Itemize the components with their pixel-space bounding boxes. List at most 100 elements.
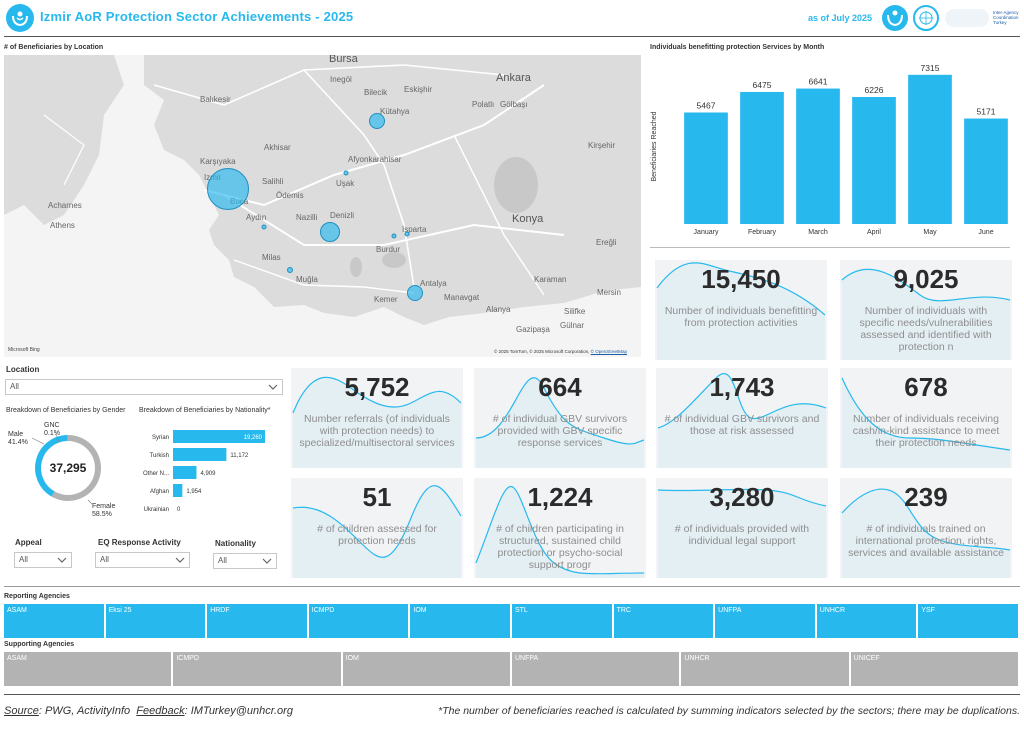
map-bubble-izmir[interactable] (207, 168, 249, 210)
agencies-divider (4, 586, 1020, 587)
map-bubble-isparta[interactable] (404, 231, 410, 237)
donut-slice[interactable] (51, 435, 101, 501)
map-bubble-mugla[interactable] (287, 267, 293, 273)
map-label-mersin: Mersin (597, 288, 622, 297)
map-label-silifke: Silifke (564, 307, 586, 316)
location-filter-label: Location (6, 365, 40, 374)
map-bubble-burdur[interactable] (391, 233, 397, 239)
map-label-konya: Konya (512, 213, 544, 225)
kpi-sparkline (841, 377, 1011, 468)
nationality-bar[interactable] (173, 466, 197, 479)
bar[interactable] (796, 88, 840, 224)
appeal-filter-label: Appeal (15, 538, 42, 547)
kpi-card: 5,752 Number referrals (of individuals wi… (291, 368, 463, 468)
bar[interactable] (908, 74, 952, 224)
beneficiaries-map[interactable]: Bursa Ankara Kütahya Eskişhir Afyonkarah… (4, 55, 641, 357)
map-label-mugla: Muğla (296, 275, 318, 284)
map-label-acharnes: Acharnes (48, 201, 82, 210)
location-filter-dropdown[interactable]: All (5, 379, 283, 395)
appeal-filter-value: All (19, 555, 28, 564)
eq-activity-filter-value: All (100, 555, 109, 564)
chevron-down-icon (175, 557, 185, 563)
map-bubble-kutahya[interactable] (369, 113, 385, 129)
donut-value-label: 0.1% (44, 430, 60, 437)
nationality-category-label: Afghan (150, 489, 169, 495)
nationality-bar-chart: Syrian 19,260 Turkish 11,172 Other N... 4,909… (143, 430, 265, 513)
kpi-label: Number referrals (of individuals with pr… (299, 413, 455, 449)
x-tick-label: January (694, 229, 719, 236)
bar[interactable] (852, 97, 896, 224)
map-label-aydin: Aydın (246, 213, 267, 222)
kpi-value: 1,743 (709, 372, 775, 402)
donut-total: 37,295 (50, 461, 87, 475)
map-bubble-antalya[interactable] (407, 285, 423, 301)
map-bubble-aydin[interactable] (261, 224, 267, 230)
map-label-odemis: Ödemis (276, 191, 304, 200)
eq-activity-filter-label: EQ Response Activity (98, 538, 181, 547)
donut-category-label: GNC (44, 422, 60, 429)
supporting-agency-item[interactable]: IOM (342, 652, 512, 686)
kpi-sparkline (657, 488, 827, 578)
bar[interactable] (740, 91, 784, 224)
bar[interactable] (684, 112, 728, 224)
header-divider (4, 36, 1020, 37)
reporting-agency-item[interactable]: UNHCR (816, 604, 919, 638)
x-tick-label: April (867, 229, 881, 236)
map-label-karsiyaka: Karşıyaka (200, 157, 236, 166)
kpi-sparkline (292, 485, 462, 578)
kpi-label: Number of individuals receiving cash/in-… (852, 413, 1000, 449)
reporting-agency-item[interactable]: UNFPA (715, 604, 817, 638)
donut-value-label: 41.4% (8, 439, 28, 446)
kpi-sparkline (841, 488, 1011, 578)
nationality-filter-value: All (218, 556, 227, 565)
kpi-card: 1,224 # of children participating in stru… (474, 478, 646, 578)
osm-link[interactable]: © OpenStreetMap (590, 349, 627, 354)
protection-logo-icon (6, 4, 34, 32)
map-bubble-afyon[interactable] (343, 170, 349, 176)
map-label-salihli: Salihli (262, 177, 284, 186)
reporting-agency-item[interactable]: STL (511, 604, 614, 638)
map-label-eskisehir: Eskişhir (404, 85, 433, 94)
supporting-agency-item[interactable]: ASAM (4, 652, 174, 686)
reporting-agency-item[interactable]: ICMPD (308, 604, 411, 638)
supporting-agency-item[interactable]: ICMPD (173, 652, 343, 686)
nationality-value-label: 11,172 (230, 453, 249, 459)
kpi-label: # of individuals trained on internationa… (848, 523, 1004, 559)
chevron-down-icon (268, 384, 278, 390)
nationality-filter-label: Nationality (215, 539, 256, 548)
map-label-gazipasa: Gazipaşa (516, 325, 550, 334)
reporting-agency-item[interactable]: HRDF (207, 604, 309, 638)
reporting-agency-item[interactable]: Eksi 25 (105, 604, 208, 638)
appeal-filter-dropdown[interactable]: All (14, 552, 72, 568)
nationality-bar[interactable] (173, 430, 265, 443)
supporting-agency-item[interactable]: UNHCR (681, 652, 851, 686)
bar[interactable] (964, 118, 1008, 224)
nationality-value-label: 19,260 (244, 435, 263, 441)
page-title: Izmir AoR Protection Sector Achievements… (40, 9, 354, 24)
nationality-bar[interactable] (173, 484, 183, 497)
map-label-bursa: Bursa (329, 55, 358, 65)
supporting-agency-item[interactable]: UNFPA (511, 652, 682, 686)
kpi-sparkline (841, 268, 1011, 360)
kpi-sparkline (475, 485, 645, 578)
chart-divider (650, 247, 1010, 248)
kpi-label: # of children participating in structure… (496, 523, 624, 571)
eq-activity-filter-dropdown[interactable]: All (95, 552, 190, 568)
nationality-value-label: 4,909 (200, 471, 216, 477)
reporting-agency-item[interactable]: IOM (410, 604, 512, 638)
nationality-filter-dropdown[interactable]: All (213, 553, 277, 569)
reporting-agency-item[interactable]: ASAM (4, 604, 106, 638)
map-label-athens: Athens (50, 221, 75, 230)
protection-logo-small-icon (882, 5, 908, 31)
map-label-kemer: Kemer (374, 295, 398, 304)
nationality-bar[interactable] (173, 448, 227, 461)
reporting-agency-item[interactable]: TRC (613, 604, 716, 638)
donut-slice[interactable] (35, 435, 68, 497)
x-tick-label: May (923, 229, 937, 236)
reporting-agency-item[interactable]: YSF (918, 604, 1020, 638)
map-bubble-denizli[interactable] (320, 222, 340, 242)
un-logo-icon (913, 5, 939, 31)
feedback-email[interactable]: : IMTurkey@unhcr.org (184, 705, 293, 717)
supporting-agency-item[interactable]: UNICEF (850, 652, 1020, 686)
kpi-sparkline (475, 377, 645, 468)
